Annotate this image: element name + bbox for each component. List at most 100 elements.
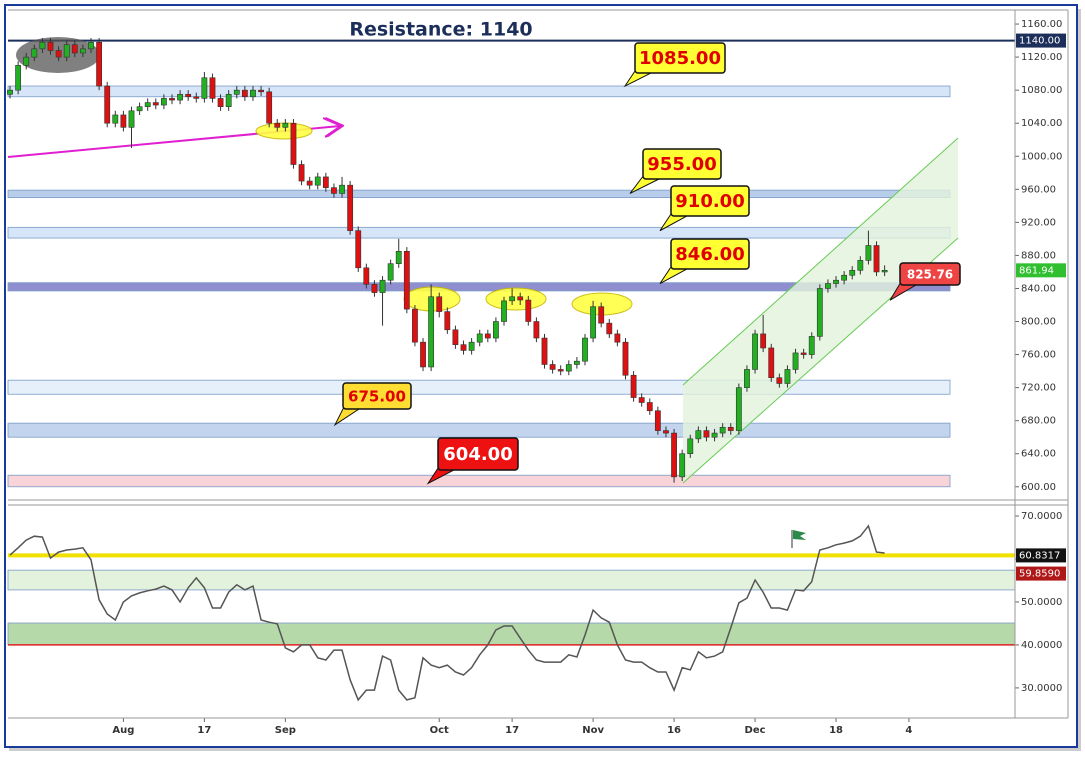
candle-body — [606, 322, 613, 335]
candle-body — [144, 102, 151, 107]
candle-body — [719, 426, 726, 434]
x-tick-label: 17 — [505, 725, 519, 736]
callout-label: 1085.00 — [639, 48, 721, 69]
candle-body — [735, 387, 742, 431]
y-tick-label: 1000.00 — [1021, 151, 1062, 162]
zone — [7, 474, 951, 488]
candle-body — [379, 279, 386, 293]
candle-body — [654, 410, 661, 431]
candle-body — [557, 369, 564, 372]
x-tick-label: 16 — [667, 725, 681, 736]
highlight-oval — [485, 287, 547, 311]
callout-box — [899, 262, 961, 286]
callout-box — [342, 382, 412, 410]
candle-body — [185, 93, 192, 98]
candle-body — [436, 296, 443, 312]
callout-label: 846.00 — [675, 244, 744, 265]
candle-body — [468, 341, 475, 351]
candle-body — [169, 98, 175, 101]
candle-body — [152, 102, 159, 106]
x-tick-label: 17 — [197, 725, 211, 736]
candle-body — [201, 77, 208, 99]
candle-body — [412, 308, 418, 343]
y-tick-label: 600.00 — [1021, 482, 1056, 493]
candle-body — [792, 352, 799, 370]
candle-body — [314, 176, 321, 186]
candle-body — [849, 269, 856, 276]
candle-body — [663, 430, 669, 434]
candle-body — [339, 184, 345, 194]
candle-body — [371, 284, 378, 293]
candle-body — [517, 296, 524, 301]
y-tick-label: 720.00 — [1021, 383, 1056, 394]
candle-body — [695, 430, 702, 440]
candle-body — [39, 41, 46, 50]
y-tick-label: 920.00 — [1021, 217, 1056, 228]
candle-body — [387, 263, 394, 281]
y-tick-label: 1120.00 — [1021, 52, 1062, 63]
candle-body — [258, 89, 264, 93]
indicator-panel: 30.000040.000050.000060.000070.000060.83… — [7, 511, 1066, 736]
candle-body — [687, 438, 694, 455]
candle-body — [160, 98, 167, 106]
candle-body — [671, 432, 677, 478]
candle-body — [112, 114, 119, 124]
candle-body — [776, 377, 783, 384]
candle-body — [752, 333, 758, 370]
candle-body — [808, 336, 815, 355]
candle-body — [541, 337, 548, 365]
candle-body — [768, 347, 775, 379]
candle-body — [104, 85, 111, 124]
y-tick-label: 800.00 — [1021, 317, 1056, 328]
candle-body — [331, 187, 337, 194]
x-tick-label: 18 — [829, 725, 843, 736]
candle-body — [71, 44, 78, 54]
candle-body — [80, 48, 86, 54]
candle-body — [646, 402, 653, 412]
candle-body — [873, 245, 880, 273]
candle-body — [638, 397, 645, 403]
candle-body — [549, 364, 556, 370]
callout-box — [634, 42, 726, 74]
candle-body — [565, 364, 572, 372]
candle-body — [816, 288, 823, 337]
price-tag-label: 861.94 — [1019, 265, 1054, 276]
candle-body — [460, 344, 467, 351]
x-tick-label: Nov — [582, 725, 604, 736]
candle-body — [128, 110, 135, 128]
callout-label: 825.76 — [907, 268, 953, 282]
candle-body — [355, 230, 362, 269]
candle-body — [15, 65, 22, 91]
candle-body — [282, 122, 289, 128]
candle-body — [233, 89, 240, 95]
candle-body — [857, 260, 864, 271]
candle-body — [630, 374, 637, 398]
candle-body — [420, 341, 426, 368]
y-tick-label: 30.0000 — [1021, 683, 1062, 694]
candle-body — [679, 453, 686, 478]
candle-body — [193, 96, 200, 99]
chart-title: Resistance: 1140 — [349, 19, 532, 41]
candle-body — [266, 91, 273, 124]
indicator-line — [9, 524, 885, 702]
candle-body — [298, 164, 305, 182]
candle-body — [96, 41, 103, 87]
y-tick-label: 680.00 — [1021, 416, 1056, 427]
candle-body — [363, 267, 370, 285]
candle-body — [444, 311, 451, 331]
flag — [793, 530, 806, 540]
price-tag-label: 1140.00 — [1019, 36, 1060, 47]
candle-body — [136, 106, 143, 112]
candle-body — [711, 432, 718, 438]
y-tick-label: 40.0000 — [1021, 640, 1062, 651]
candle-body — [250, 89, 256, 98]
candle-body — [428, 296, 435, 368]
candle-body — [614, 333, 621, 343]
price-tag — [1016, 566, 1066, 581]
candle-body — [825, 283, 831, 289]
candle-body — [881, 269, 888, 273]
callout-label: 675.00 — [348, 388, 406, 406]
price-tag — [1016, 263, 1066, 278]
y-tick-label: 1080.00 — [1021, 85, 1062, 96]
